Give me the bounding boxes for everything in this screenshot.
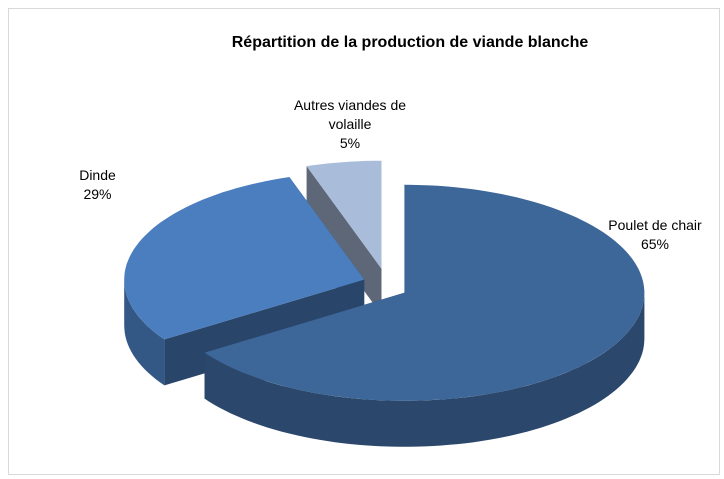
slice-label: Poulet de chair 65% — [585, 216, 724, 254]
slice-label: Autres viandes de volaille 5% — [290, 96, 410, 153]
slice-top — [204, 184, 645, 401]
category-label: Autres viandes de volaille — [293, 97, 407, 132]
slice-cut-face — [306, 166, 382, 315]
category-label: Poulet de chair — [608, 217, 702, 233]
chart-frame — [8, 8, 720, 475]
slice-side — [204, 292, 645, 447]
category-label: Dinde — [79, 167, 116, 183]
pie-slice — [204, 184, 645, 447]
slice-top — [306, 160, 382, 269]
chart-title: Répartition de la production de viande b… — [231, 34, 589, 51]
slice-label: Dinde 29% — [50, 166, 145, 204]
pie-slice — [306, 160, 382, 315]
slice-side — [124, 279, 165, 386]
value-label: 29% — [83, 186, 112, 202]
value-label: 5% — [339, 135, 361, 151]
value-label: 65% — [640, 236, 670, 252]
slice-top — [124, 177, 365, 340]
